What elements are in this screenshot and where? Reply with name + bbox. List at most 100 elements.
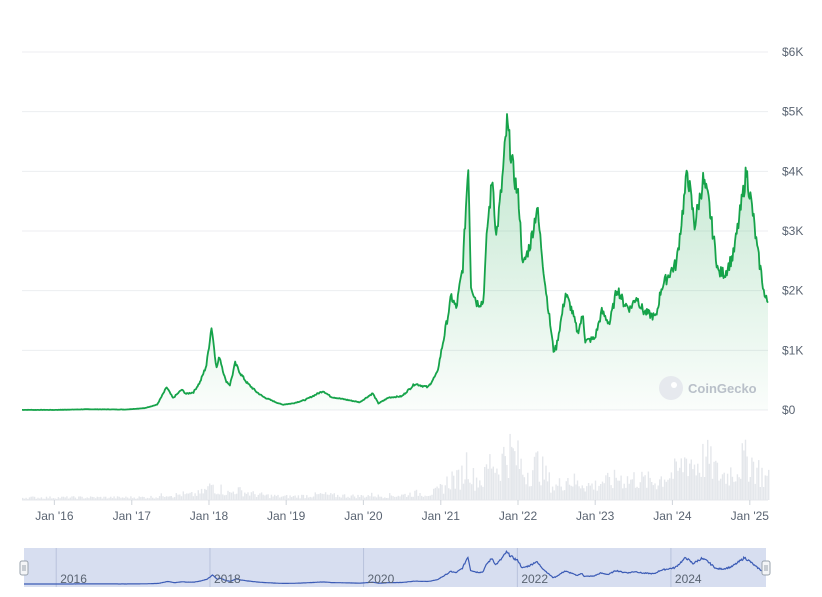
volume-bar xyxy=(257,494,259,500)
volume-bar xyxy=(594,480,597,500)
volume-bar xyxy=(451,471,453,500)
navigator-tick-label: 2018 xyxy=(214,572,241,586)
volume-bar xyxy=(357,494,359,500)
volume-bar xyxy=(384,497,386,500)
volume-bar xyxy=(504,456,506,500)
volume-bar xyxy=(232,491,234,500)
volume-bar xyxy=(674,458,676,500)
volume-bar xyxy=(700,476,702,500)
volume-bar xyxy=(247,492,249,500)
volume-bar xyxy=(269,498,271,500)
volume-bar xyxy=(297,495,300,500)
x-tick-label: Jan '22 xyxy=(499,509,538,523)
volume-bar xyxy=(173,497,176,500)
volume-bar xyxy=(286,495,288,500)
navigator-selection[interactable] xyxy=(24,548,766,587)
volume-bar xyxy=(27,498,29,500)
volume-bar xyxy=(515,465,518,500)
volume-bar xyxy=(392,496,394,500)
volume-bar xyxy=(165,496,168,500)
volume-bar xyxy=(718,480,720,500)
volume-bar xyxy=(761,467,763,500)
x-tick-label: Jan '16 xyxy=(35,509,74,523)
volume-bar xyxy=(81,496,83,500)
volume-bar xyxy=(277,494,279,500)
volume-bar xyxy=(225,494,227,500)
volume-bar xyxy=(120,497,122,500)
volume-bar xyxy=(608,477,611,500)
volume-bar xyxy=(480,485,483,500)
volume-bar xyxy=(170,496,172,500)
volume-bar xyxy=(644,475,646,500)
volume-bar xyxy=(175,493,177,500)
volume-bar xyxy=(270,494,273,500)
volume-bar xyxy=(125,496,127,500)
volume-bar xyxy=(695,475,697,500)
navigator[interactable]: 2016 2018 2020 2022 2024 xyxy=(19,548,771,587)
volume-bar xyxy=(639,482,641,500)
x-tick-label: Jan '19 xyxy=(267,509,306,523)
volume-bar xyxy=(484,467,486,500)
volume-bar xyxy=(126,497,129,500)
volume-bar xyxy=(412,496,414,500)
volume-bar xyxy=(612,488,614,500)
volume-bar xyxy=(274,494,276,500)
volume-bar xyxy=(369,496,371,500)
volume-bar xyxy=(557,485,559,500)
volume-bar xyxy=(197,490,199,500)
volume-bar xyxy=(766,475,768,500)
volume-bar xyxy=(498,474,500,500)
volume-bar xyxy=(83,498,85,500)
volume-bar xyxy=(186,493,188,500)
volume-bar xyxy=(250,492,253,500)
volume-bar xyxy=(100,496,102,500)
volume-bar xyxy=(759,487,761,500)
volume-bar xyxy=(22,497,24,500)
volume-bar xyxy=(42,498,44,500)
volume-bar xyxy=(485,464,488,500)
volume-bar xyxy=(669,478,671,500)
volume-bar xyxy=(264,495,266,500)
volume-bar xyxy=(105,496,107,500)
volume-bar xyxy=(663,479,666,500)
volume-bar xyxy=(299,498,301,500)
volume-bar xyxy=(731,476,734,500)
volume-bar xyxy=(316,494,318,500)
navigator-right-handle[interactable] xyxy=(761,560,771,576)
volume-bar xyxy=(205,489,207,500)
volume-bar xyxy=(145,498,147,500)
navigator-left-handle[interactable] xyxy=(19,560,29,576)
volume-bar xyxy=(96,496,98,500)
volume-bar xyxy=(141,496,144,500)
volume-bar xyxy=(754,483,756,500)
volume-bar xyxy=(496,468,498,500)
volume-bar xyxy=(182,491,184,500)
volume-bar xyxy=(615,477,617,500)
volume-bar xyxy=(659,479,661,500)
volume-bar xyxy=(172,497,174,500)
volume-bar xyxy=(702,443,704,500)
volume-bar xyxy=(677,470,679,500)
navigator-tick-label: 2024 xyxy=(675,572,702,586)
volume-bar xyxy=(222,494,224,500)
volume-bar xyxy=(417,495,419,500)
volume-bar xyxy=(469,482,471,500)
y-axis-ticks: $0 $1K $2K $3K $4K $5K $6K xyxy=(782,45,803,417)
volume-bar xyxy=(39,498,41,500)
volume-bar xyxy=(633,472,635,500)
volume-bar xyxy=(540,485,542,500)
volume-bar xyxy=(40,497,43,500)
volume-bar xyxy=(703,477,706,500)
navigator-tick-label: 2020 xyxy=(368,572,395,586)
volume-bar xyxy=(711,478,714,500)
volume-bar xyxy=(707,439,709,500)
volume-bar xyxy=(121,497,124,500)
volume-bar xyxy=(646,487,648,500)
volume-bar xyxy=(93,497,95,500)
volume-bar xyxy=(698,472,701,500)
volume-bar xyxy=(200,488,203,500)
volume-bar xyxy=(464,479,466,500)
volume-bar xyxy=(501,453,503,500)
volume-bar xyxy=(550,492,552,500)
volume-bar xyxy=(546,481,549,500)
